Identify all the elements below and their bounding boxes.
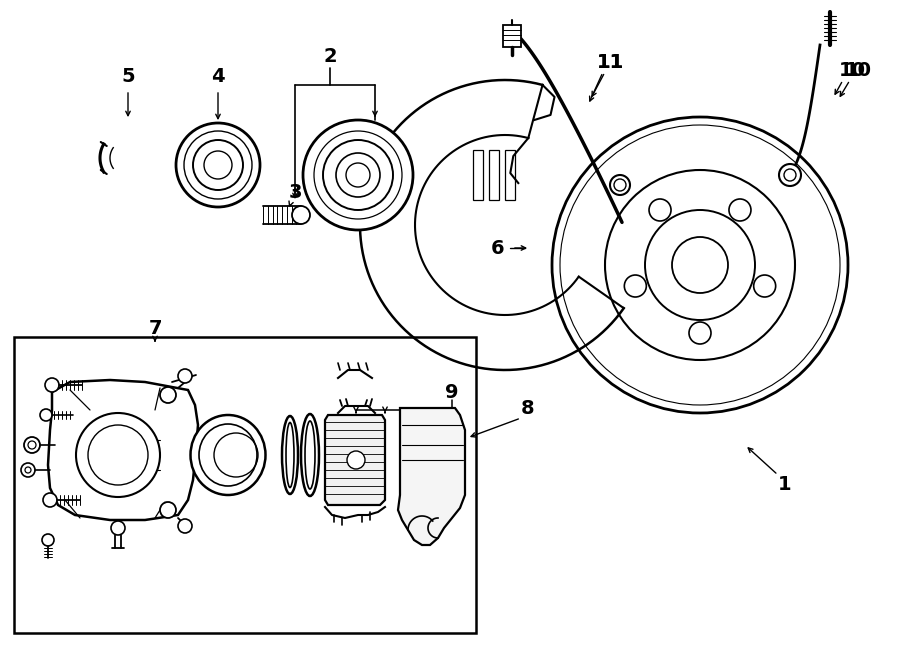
Ellipse shape [282, 416, 298, 494]
Circle shape [43, 493, 57, 507]
Circle shape [40, 409, 52, 421]
Circle shape [292, 206, 310, 224]
Circle shape [24, 437, 40, 453]
Circle shape [689, 322, 711, 344]
Polygon shape [325, 415, 385, 505]
Circle shape [160, 502, 176, 518]
Circle shape [672, 237, 728, 293]
Circle shape [552, 117, 848, 413]
Bar [473, 150, 483, 200]
Circle shape [42, 534, 54, 546]
Text: 11: 11 [597, 52, 624, 71]
Text: 1: 1 [778, 475, 792, 494]
Circle shape [160, 387, 176, 403]
Circle shape [779, 164, 801, 186]
Ellipse shape [191, 415, 266, 495]
Text: 7: 7 [148, 319, 162, 338]
Circle shape [729, 199, 751, 221]
Polygon shape [48, 380, 198, 520]
Text: 9: 9 [446, 383, 459, 401]
Bar [489, 150, 499, 200]
Circle shape [178, 369, 192, 383]
Circle shape [649, 199, 671, 221]
Text: 2: 2 [323, 48, 337, 67]
Bar [503, 25, 521, 47]
Bar [505, 150, 515, 200]
Circle shape [347, 451, 365, 469]
Ellipse shape [301, 414, 319, 496]
Circle shape [178, 519, 192, 533]
Text: 10: 10 [844, 61, 871, 79]
Circle shape [303, 120, 413, 230]
Text: 6: 6 [491, 239, 505, 258]
Circle shape [111, 521, 125, 535]
Circle shape [176, 123, 260, 207]
Text: 3: 3 [288, 182, 302, 202]
Text: 8: 8 [521, 399, 535, 418]
Circle shape [753, 275, 776, 297]
Polygon shape [398, 408, 465, 545]
Circle shape [625, 275, 646, 297]
Text: 10: 10 [839, 61, 866, 79]
Circle shape [610, 175, 630, 195]
Bar [14, 337, 476, 633]
Circle shape [76, 413, 160, 497]
Circle shape [346, 163, 370, 187]
Text: 11: 11 [597, 52, 624, 71]
Circle shape [45, 378, 59, 392]
Text: 4: 4 [212, 67, 225, 87]
Circle shape [21, 463, 35, 477]
Text: 5: 5 [122, 67, 135, 87]
